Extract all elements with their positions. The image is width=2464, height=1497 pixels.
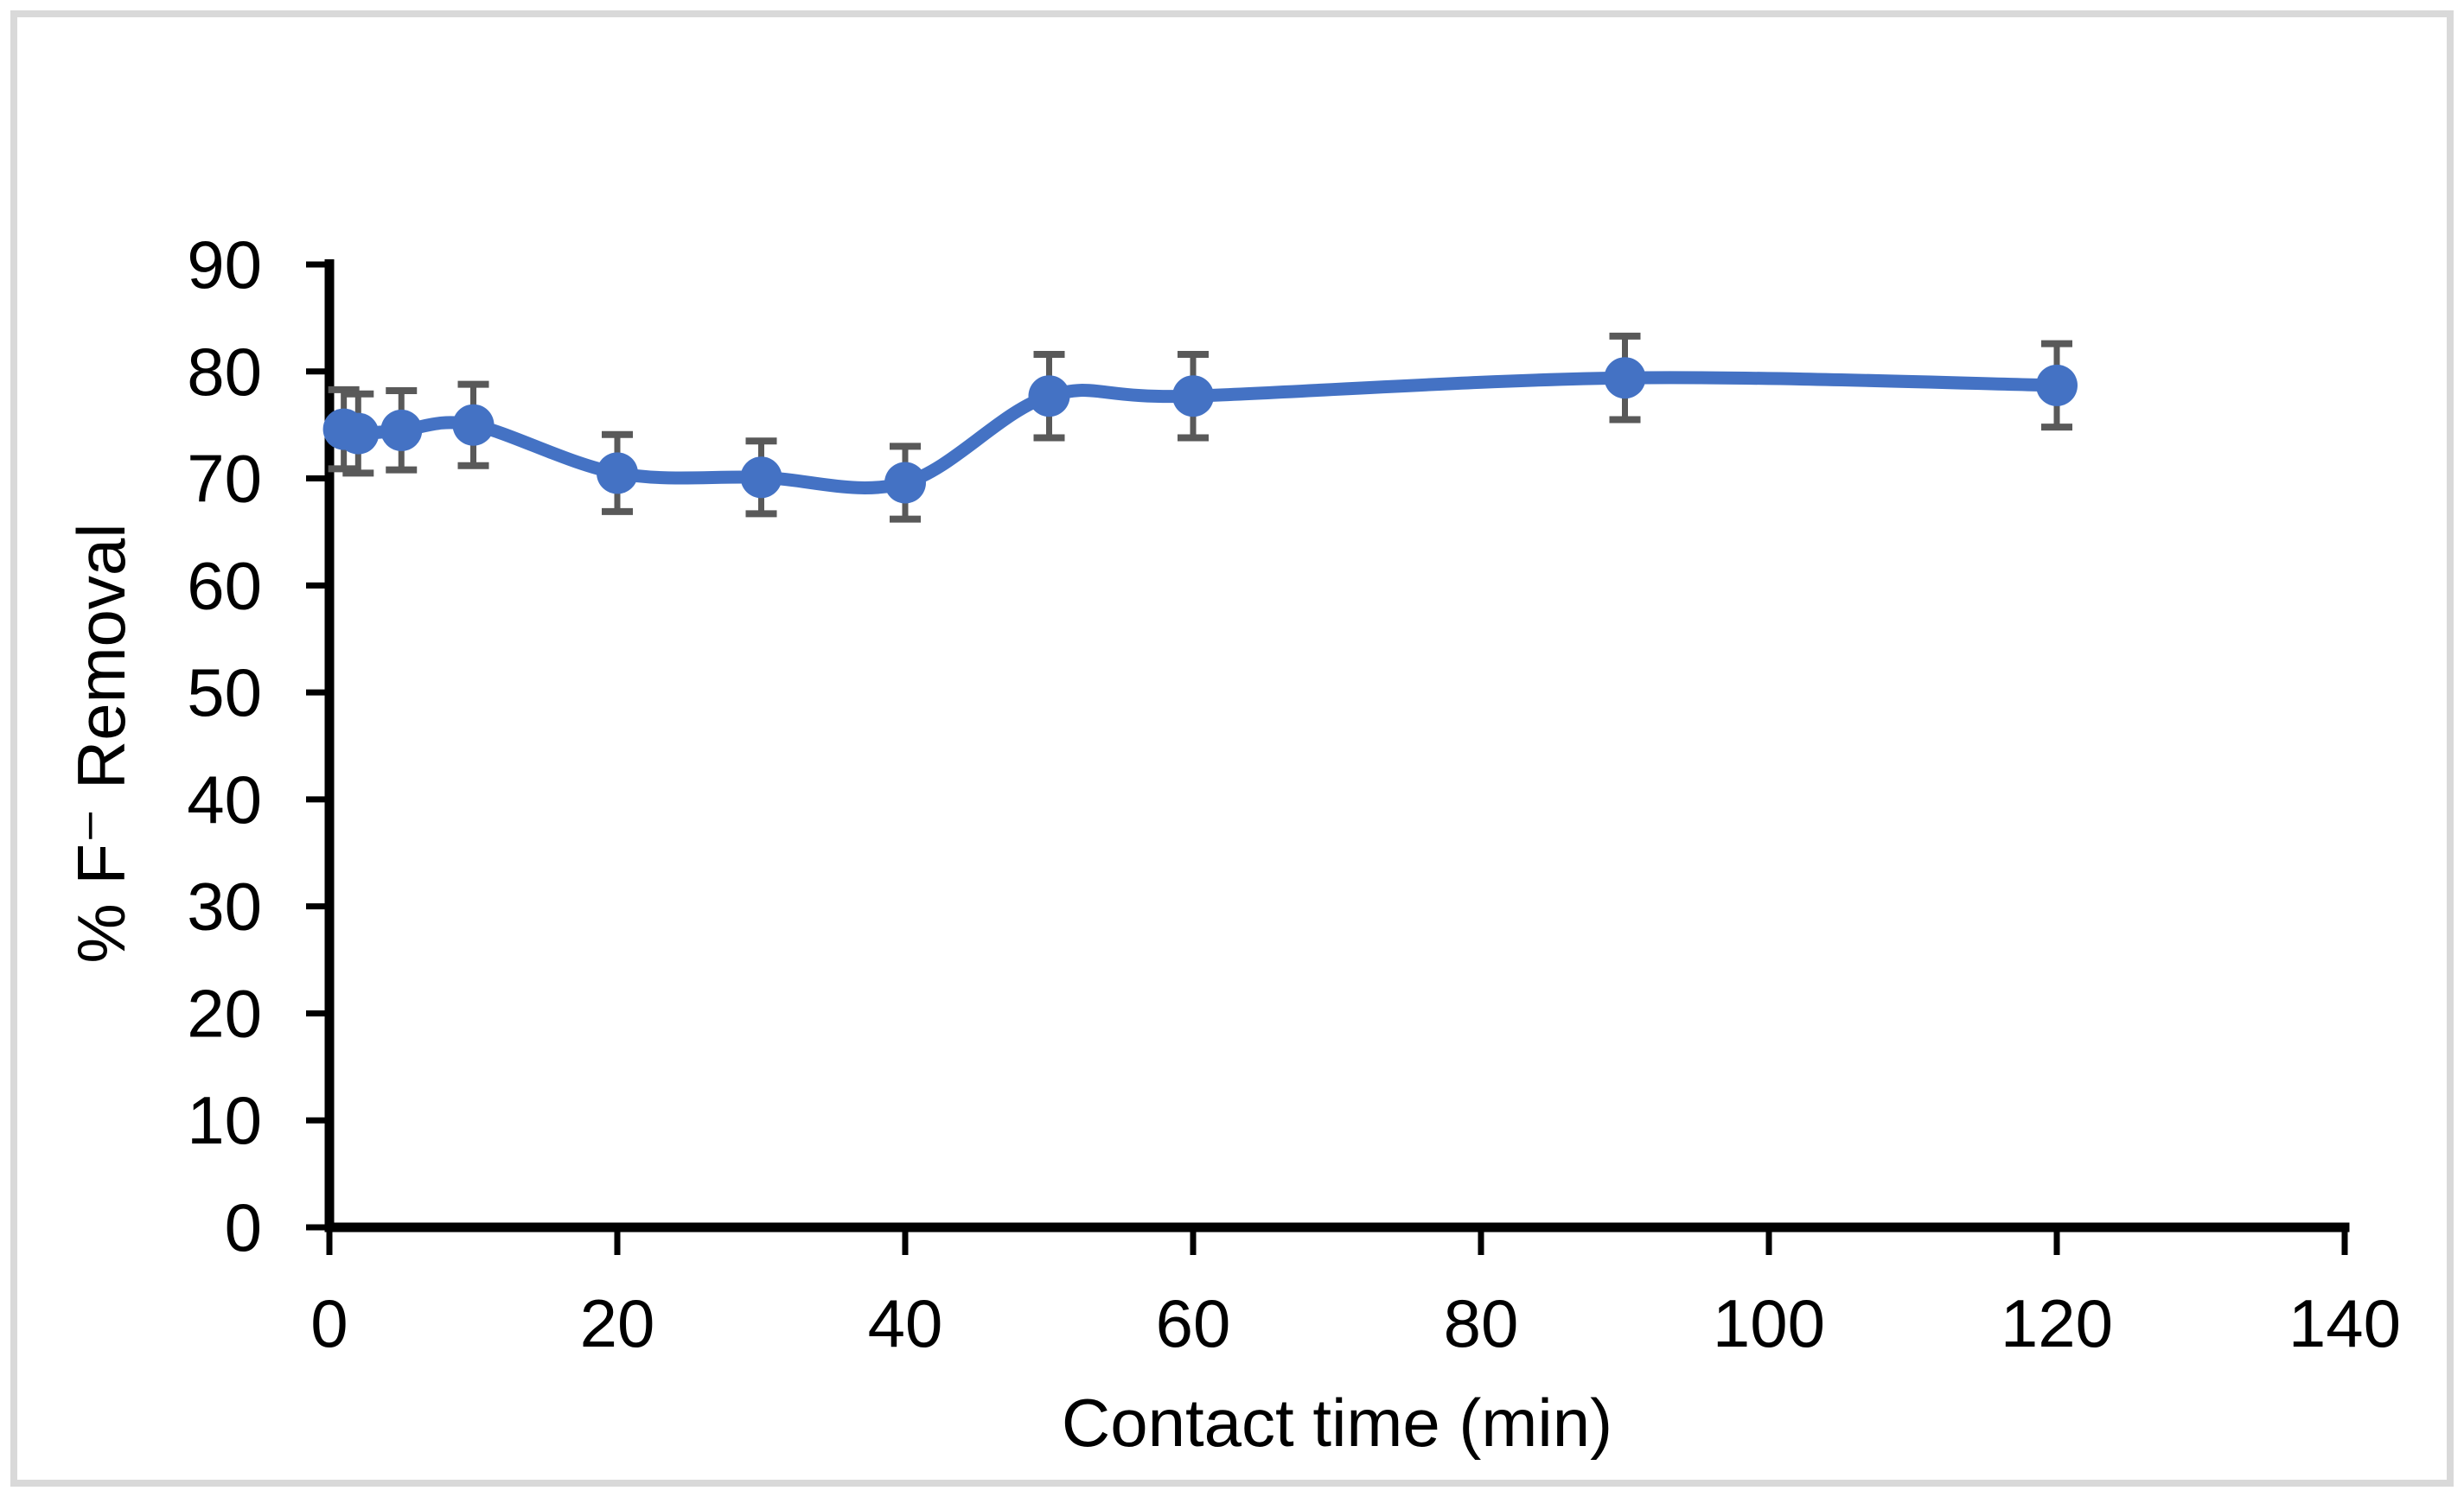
data-point (1172, 375, 1214, 417)
y-tick-label: 70 (187, 441, 262, 517)
data-point (597, 452, 638, 494)
data-point (2036, 364, 2078, 406)
y-tick-label: 80 (187, 334, 262, 410)
y-tick-label: 40 (187, 761, 262, 838)
data-point (380, 409, 423, 451)
data-point (452, 404, 495, 446)
data-point (740, 456, 782, 499)
x-axis-title: Contact time (min) (1061, 1385, 1613, 1461)
x-tick-label: 40 (868, 1285, 943, 1361)
y-axis-title: % F⁻ Removal (63, 523, 140, 964)
y-tick-label: 30 (187, 869, 262, 945)
y-tick-label: 10 (187, 1082, 262, 1158)
x-tick-label: 100 (1713, 1285, 1825, 1361)
x-tick-label: 0 (310, 1285, 348, 1361)
data-point (884, 462, 926, 504)
x-tick-label: 80 (1444, 1285, 1519, 1361)
data-point (1028, 375, 1070, 417)
y-tick-label: 0 (225, 1189, 262, 1265)
data-point (1604, 357, 1646, 399)
x-tick-label: 120 (2001, 1285, 2113, 1361)
y-tick-label: 60 (187, 547, 262, 623)
y-tick-label: 20 (187, 975, 262, 1051)
y-tick-label: 50 (187, 654, 262, 730)
x-tick-label: 140 (2288, 1285, 2401, 1361)
y-tick-label: 90 (187, 226, 262, 303)
x-tick-label: 20 (580, 1285, 655, 1361)
data-point (337, 412, 380, 455)
x-tick-label: 60 (1156, 1285, 1231, 1361)
